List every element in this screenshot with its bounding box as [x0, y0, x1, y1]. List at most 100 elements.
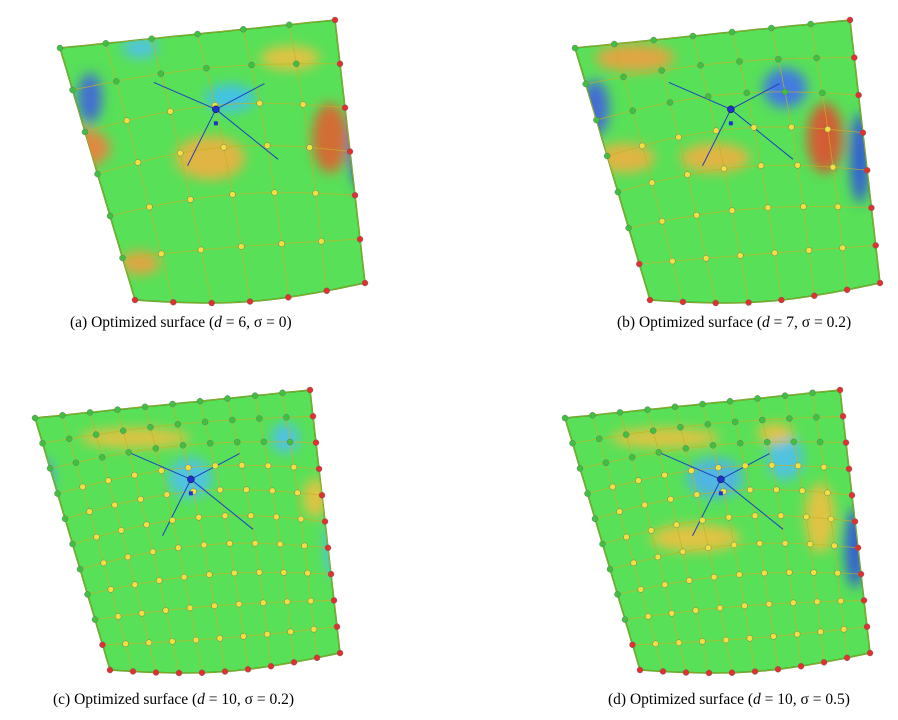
figure [0, 0, 898, 720]
control-point [201, 542, 207, 548]
control-point [187, 605, 193, 611]
control-point [631, 560, 637, 566]
control-point [807, 541, 813, 547]
control-point [570, 440, 576, 446]
control-point [256, 416, 262, 422]
control-point [265, 463, 271, 469]
control-point [261, 439, 267, 445]
control-point [149, 36, 155, 42]
control-point [230, 192, 236, 198]
control-point [225, 395, 231, 401]
control-point [669, 258, 675, 264]
control-point [647, 297, 653, 303]
control-point [798, 663, 804, 669]
control-point [146, 640, 152, 646]
control-point [180, 442, 186, 448]
control-point [280, 390, 286, 396]
control-point [688, 468, 694, 474]
control-point [195, 31, 201, 37]
control-point [585, 491, 591, 497]
surface-panel [32, 387, 345, 676]
control-point [669, 610, 675, 616]
color-patch [581, 80, 609, 136]
control-point [639, 143, 645, 149]
control-point [279, 241, 285, 247]
control-point [252, 540, 258, 546]
control-point [835, 570, 841, 576]
control-point [626, 225, 632, 231]
control-point [782, 393, 788, 399]
control-point [717, 605, 723, 611]
color-patch [757, 423, 793, 443]
control-point [747, 635, 753, 641]
control-point [806, 247, 812, 253]
control-point [677, 424, 683, 430]
control-point [864, 167, 870, 173]
control-point [732, 419, 738, 425]
control-point [782, 540, 788, 546]
control-point [683, 670, 689, 676]
color-patch [610, 428, 720, 448]
control-point [126, 449, 132, 455]
control-point [80, 484, 86, 490]
control-point [248, 513, 254, 519]
color-patch [312, 103, 348, 173]
control-point [120, 255, 126, 261]
control-point [800, 204, 806, 210]
control-point [124, 118, 130, 124]
color-patch [260, 46, 320, 70]
control-point [281, 570, 287, 576]
control-point [82, 129, 88, 135]
control-point [176, 670, 182, 676]
control-point [761, 570, 767, 576]
control-point [737, 440, 743, 446]
control-point [196, 514, 202, 520]
control-point [347, 149, 353, 155]
control-point [287, 439, 293, 445]
control-point [318, 238, 324, 244]
control-point [706, 670, 712, 676]
control-point [698, 62, 704, 68]
control-point [742, 463, 748, 469]
control-point [758, 163, 764, 169]
control-point [239, 462, 245, 468]
control-point [170, 401, 176, 407]
control-point [132, 472, 138, 478]
control-point [572, 45, 578, 51]
control-point [181, 574, 187, 580]
control-point [775, 56, 781, 62]
control-point [705, 421, 711, 427]
control-point [721, 166, 727, 172]
control-point [803, 514, 809, 520]
color-patch [563, 188, 587, 228]
control-point [229, 417, 235, 423]
control-point [680, 299, 686, 305]
control-point [207, 440, 213, 446]
caption-var: d [753, 691, 761, 708]
control-point [711, 574, 717, 580]
control-point [693, 608, 699, 614]
control-point [659, 218, 665, 224]
control-point [729, 670, 735, 676]
control-point [313, 190, 319, 196]
control-point [169, 638, 175, 644]
caption-var: d [197, 691, 205, 708]
caption-var: d [762, 314, 770, 331]
control-point [73, 460, 79, 466]
control-point [810, 390, 816, 396]
control-point [676, 640, 682, 646]
control-point [813, 414, 819, 420]
center-point [212, 106, 219, 113]
control-point [298, 516, 304, 522]
control-point [118, 527, 124, 533]
control-point [87, 509, 93, 515]
control-point [607, 566, 613, 572]
control-point [624, 534, 630, 540]
surface-panel [50, 17, 370, 306]
color-patch [175, 136, 245, 180]
control-point [742, 603, 748, 609]
control-point [737, 253, 743, 259]
control-point [284, 599, 290, 605]
control-point [87, 409, 93, 415]
control-point [690, 33, 696, 39]
